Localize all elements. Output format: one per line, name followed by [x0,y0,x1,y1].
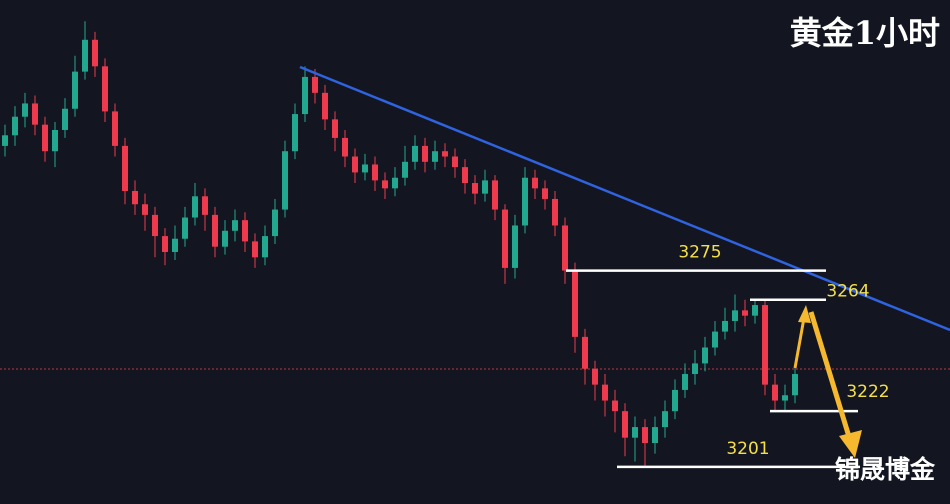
candle-body [662,411,668,428]
candle-body [792,374,798,396]
candle-body [422,145,428,162]
candle-body [282,151,288,210]
up-arrow [793,317,806,369]
candle-body [732,310,738,321]
down-arrow [808,311,853,441]
candle-body [312,76,318,93]
level-label: 3201 [726,439,769,459]
candle-body [322,92,328,120]
chart-title: 黄金1小时 [790,14,940,52]
candle-body [32,103,38,125]
trend-line [299,65,950,332]
candle-body [572,270,578,337]
candle-body [342,137,348,157]
candle-body [702,347,708,364]
candle-body [492,180,498,210]
candle-body [242,220,248,242]
candle-body [222,230,228,247]
candle-body [92,39,98,67]
candle-body [112,111,118,146]
candle-body [522,177,528,226]
candle-body [592,368,598,385]
candle-body [562,225,568,271]
candle-body [682,374,688,390]
candle-body [392,177,398,189]
candle-body [532,177,538,189]
candle-body [362,164,368,173]
candle-body [102,66,108,112]
candle-body [132,190,138,205]
candle-body [122,145,128,191]
level-label: 3222 [846,382,889,402]
candle-body [82,39,88,72]
level-label: 3275 [678,243,721,263]
candle-body [692,363,698,375]
candle-body [412,145,418,162]
candle-body [472,183,478,194]
candle-body [582,336,588,369]
watermark: 锦晟博金 [835,455,936,484]
arrows [793,305,862,458]
candle-body [372,164,378,181]
up-arrow-head [798,305,811,323]
candle-body [432,151,438,162]
candle-body [22,103,28,117]
candle-body [62,108,68,130]
candle-body [232,220,238,231]
levels: 3275 3264 3222 3201 [566,243,890,469]
candle-body [52,129,58,152]
candle-body [622,411,628,438]
candle-body [332,119,338,138]
candle-body [502,209,508,268]
candle-body [762,305,768,385]
candles [2,21,798,467]
candle-body [302,76,308,115]
candle-body [672,389,678,412]
candle-body [742,310,748,316]
down-arrow-head [839,430,862,458]
candle-body [772,384,778,401]
candle-body [442,151,448,157]
candle-body [402,161,408,178]
candle-body [172,238,178,252]
candle-body [722,320,728,332]
candle-body [632,427,638,438]
candle-body [462,167,468,184]
candle-body [182,217,188,239]
candle-body [752,305,758,316]
candle-body [552,198,558,226]
candle-body [202,196,208,215]
candle-body [142,204,148,215]
candle-body [642,427,648,443]
candle-body [192,196,198,218]
candle-body [2,135,8,146]
candle-body [252,241,258,258]
candle-body [292,114,298,152]
candle-body [12,116,18,136]
candle-body [352,156,358,173]
candle-body [42,124,48,152]
candle-body [612,400,618,412]
candle-body [212,214,218,247]
candle-body [452,156,458,168]
candle-body [72,71,78,109]
candle-body [782,395,788,401]
candle-body [162,236,168,252]
candle-body [652,427,658,443]
candle-body [542,188,548,199]
candle-body [272,209,278,237]
candle-body [602,384,608,401]
candle-body [382,180,388,189]
candle-body [482,180,488,194]
candle-body [512,225,518,268]
candle-body [712,331,718,348]
candle-body [152,214,158,237]
candle-body [262,236,268,258]
level-label: 3264 [826,282,869,302]
